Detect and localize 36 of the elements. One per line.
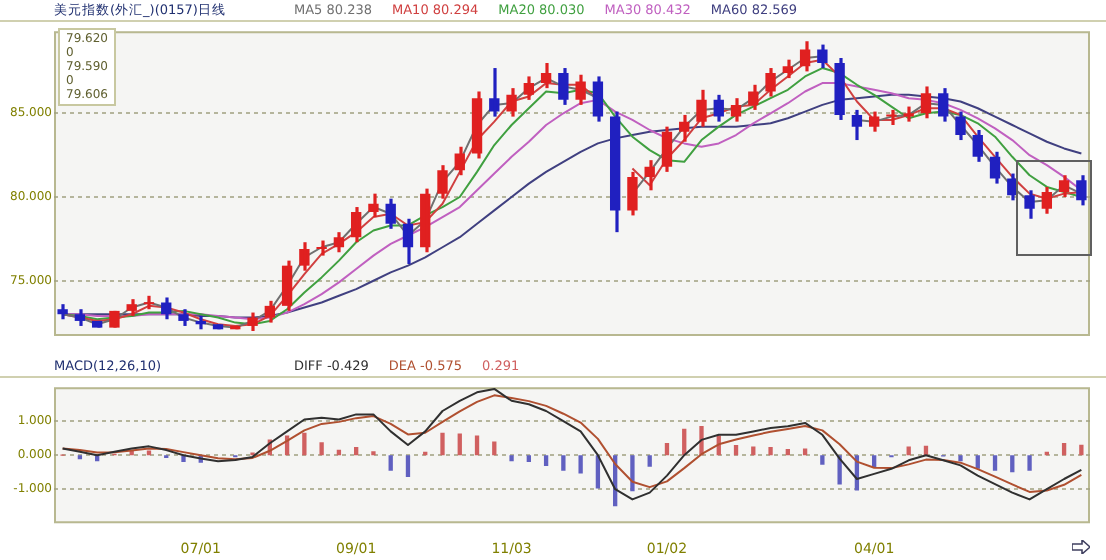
bar (647, 455, 652, 467)
candlestick (91, 319, 103, 330)
bar (630, 455, 635, 492)
bar (906, 446, 911, 456)
bar (1010, 455, 1015, 473)
bar (751, 446, 756, 456)
bar (526, 455, 531, 462)
bar (992, 455, 998, 471)
bar (802, 448, 808, 456)
bar (509, 455, 514, 462)
bar (543, 455, 549, 467)
bar (354, 447, 359, 456)
bar (975, 455, 980, 469)
bar (958, 455, 963, 462)
bar (440, 432, 445, 456)
bar (302, 432, 307, 456)
bar (1061, 442, 1067, 456)
bar (146, 450, 152, 456)
bar (768, 447, 773, 456)
bar (785, 449, 790, 456)
bar (578, 455, 583, 474)
bar (733, 445, 739, 456)
bar (457, 433, 462, 456)
bar (388, 455, 393, 471)
bar (1079, 444, 1084, 456)
bar (820, 455, 825, 465)
bar (561, 455, 566, 471)
bar (664, 442, 670, 456)
candlestick (230, 324, 241, 331)
candlestick (212, 322, 224, 331)
bar (837, 455, 842, 485)
bar (405, 455, 411, 477)
bar (319, 442, 324, 456)
candlestick (109, 309, 120, 330)
bar (492, 441, 497, 456)
bar (1027, 455, 1032, 471)
